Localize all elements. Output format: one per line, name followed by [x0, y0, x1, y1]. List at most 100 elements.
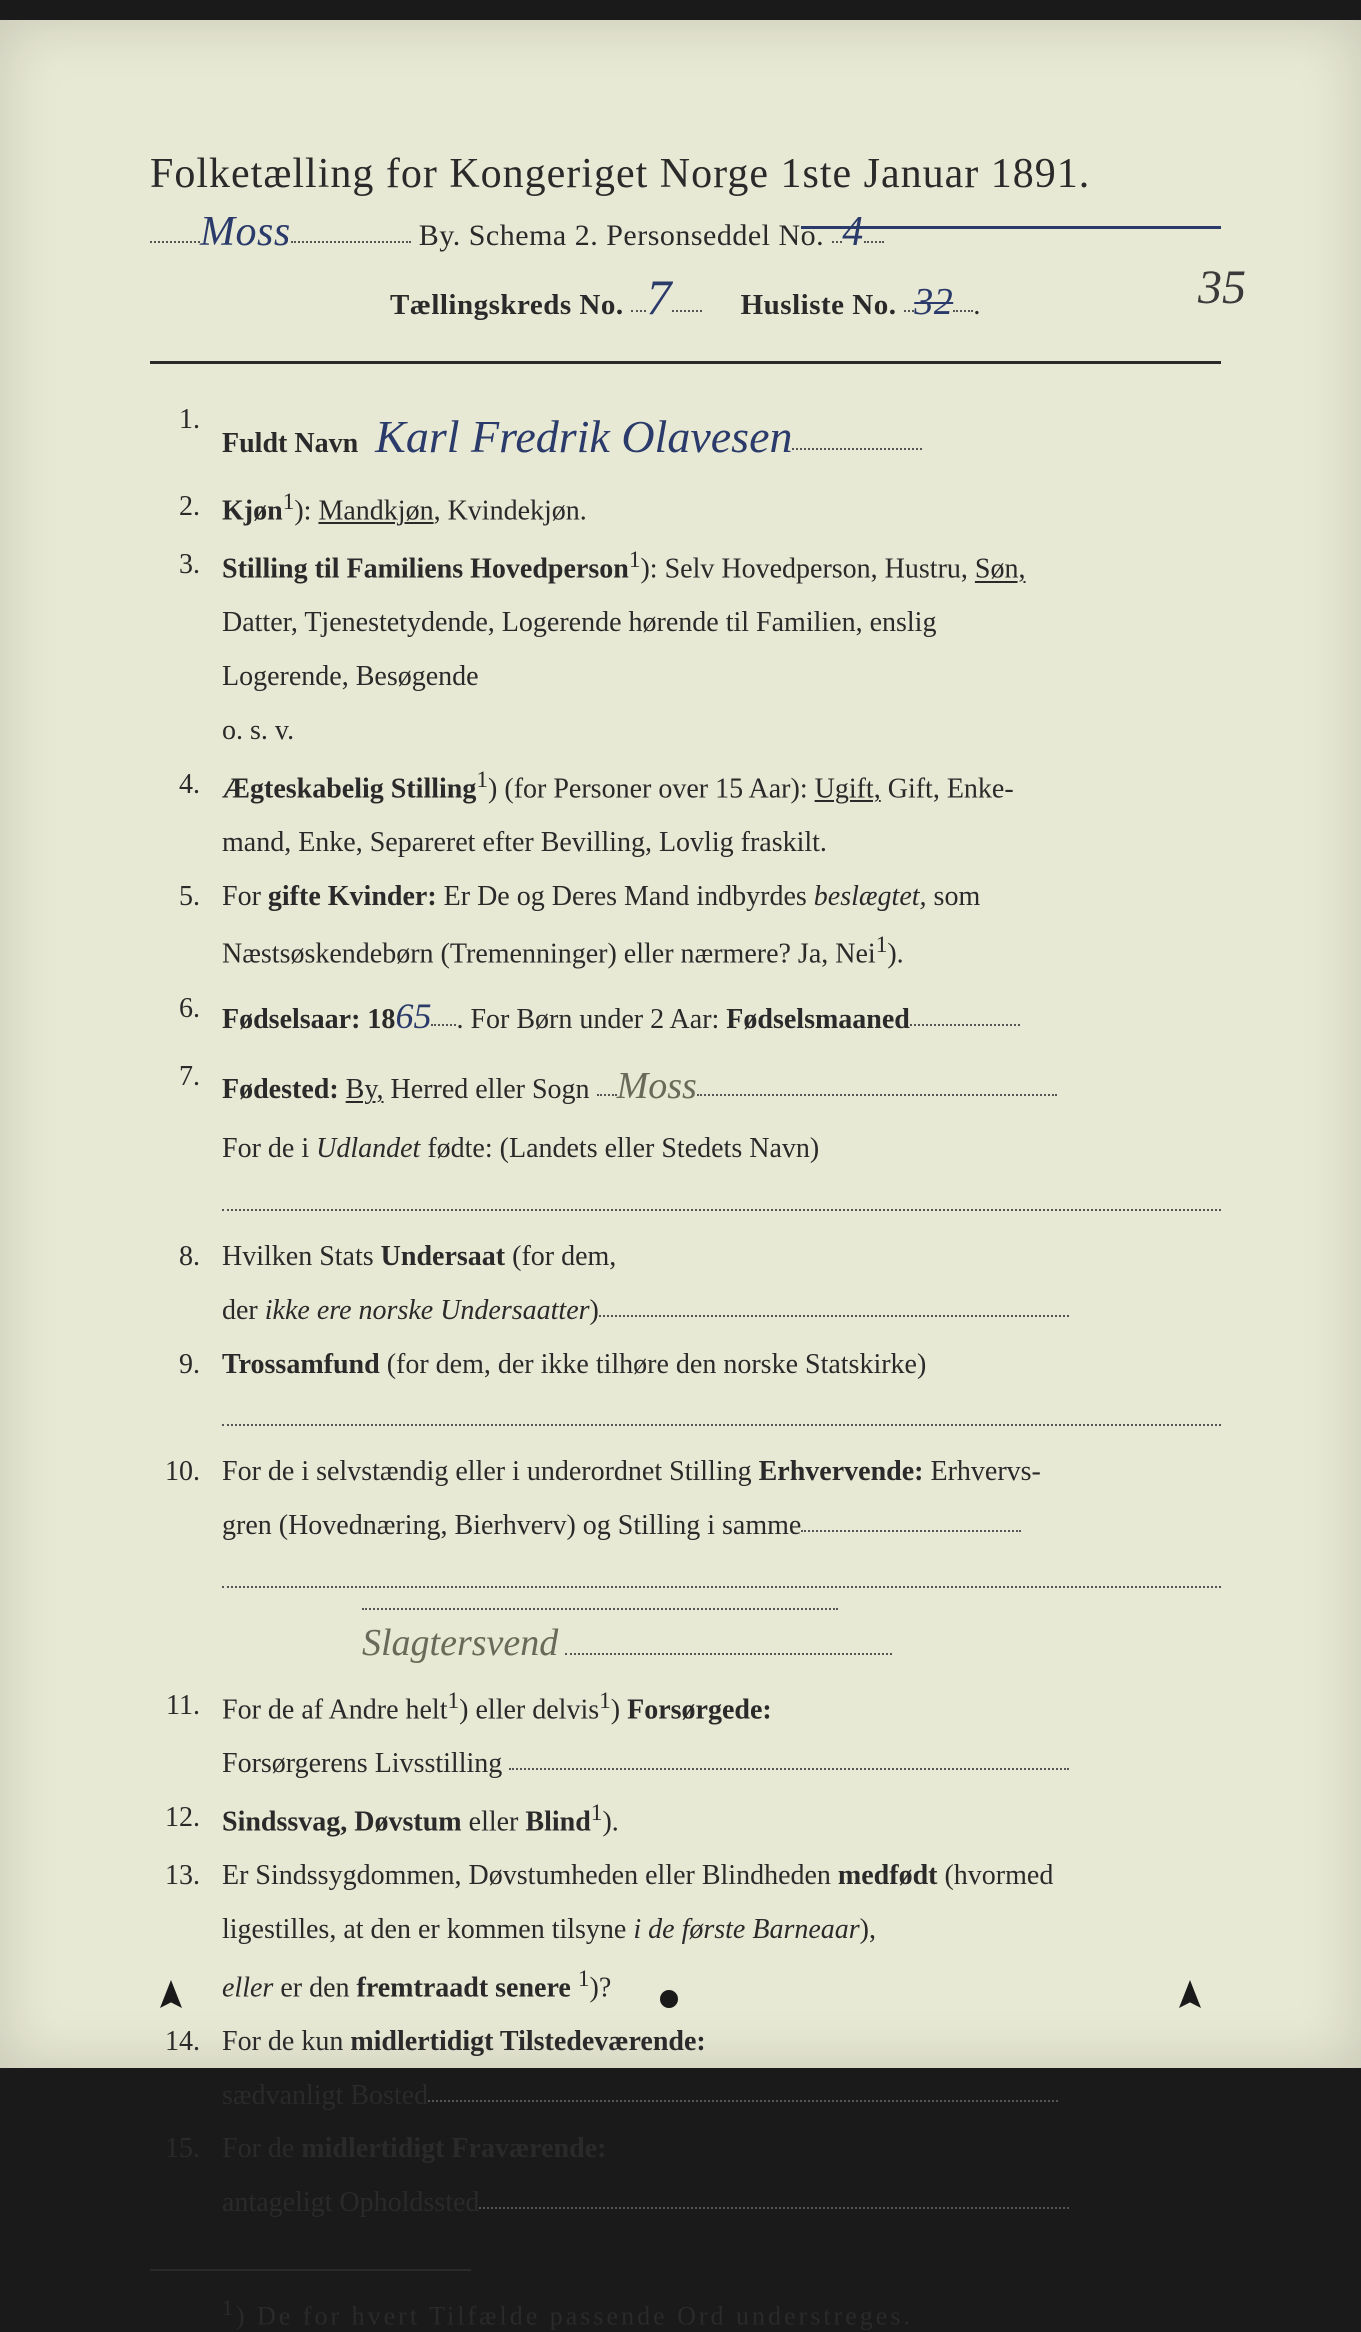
field3-opts-l2: Datter, Tjenestetydende, Logerende høren… — [222, 597, 1221, 649]
field-7: 7. Fødested: By, Herred eller Sogn Moss — [150, 1051, 1221, 1121]
f4-pre: (for Personer over 15 Aar): — [504, 773, 814, 804]
field-5-cont: Næstsøskendebørn (Tremenninger) eller næ… — [150, 924, 1221, 980]
field-3: 3. Stilling til Familiens Hovedperson1):… — [150, 539, 1221, 595]
f6-label: Fødselsaar: 18 — [222, 1004, 395, 1035]
field-number: 15. — [150, 2123, 222, 2175]
f13-l3-italic: eller — [222, 1972, 273, 2003]
field3-opts-l3: Logerende, Besøgende — [222, 651, 1221, 703]
f11-line2: Forsørgerens Livsstilling — [222, 1748, 502, 1779]
f7-label: Fødested: — [222, 1074, 339, 1105]
field-1: 1. Fuldt Navn Karl Fredrik Olavesen — [150, 394, 1221, 479]
field-number: 10. — [150, 1446, 222, 1498]
field-8: 8. Hvilken Stats Undersaat (for dem, — [150, 1231, 1221, 1283]
field-5: 5. For gifte Kvinder: Er De og Deres Man… — [150, 871, 1221, 923]
f10-t2: Erhvervs- — [923, 1456, 1040, 1487]
field-10-dotted — [150, 1554, 1221, 1606]
field3-son-underlined: Søn, — [975, 554, 1026, 585]
field-number: 13. — [150, 1850, 222, 1902]
f8-bold: Undersaat — [381, 1241, 505, 1272]
field-number: 5. — [150, 871, 222, 923]
field-15: 15. For de midlertidigt Fraværende: — [150, 2123, 1221, 2175]
form-body: 1. Fuldt Navn Karl Fredrik Olavesen 2. K… — [150, 394, 1221, 2229]
field-number: 11. — [150, 1680, 222, 1736]
field-11-cont: Forsørgerens Livsstilling — [150, 1738, 1221, 1790]
footnote-sup: 1 — [222, 2296, 236, 2320]
field-13: 13. Er Sindssygdommen, Døvstumheden elle… — [150, 1850, 1221, 1902]
field-11: 11. For de af Andre helt1) eller delvis1… — [150, 1680, 1221, 1736]
f13-t2: (hvormed — [937, 1860, 1053, 1891]
field-label: Stilling til Familiens Hovedperson — [222, 554, 629, 585]
field-4-cont: mand, Enke, Separeret efter Bevilling, L… — [150, 817, 1221, 869]
f10-t1: For de i selvstændig eller i underordnet… — [222, 1456, 759, 1487]
field-8-cont: der ikke ere norske Undersaatter) — [150, 1285, 1221, 1337]
field3-opts-l1: Selv Hovedperson, Hustru, — [665, 554, 975, 585]
field-number: 12. — [150, 1792, 222, 1848]
field-number: 6. — [150, 983, 222, 1050]
f4-post: Gift, Enke- — [881, 773, 1014, 804]
f9-text: (for dem, der ikke tilhøre den norske St… — [380, 1349, 927, 1380]
f8-l2-pre: der — [222, 1295, 265, 1326]
field-10: 10. For de i selvstændig eller i underor… — [150, 1446, 1221, 1498]
field-9: 9. Trossamfund (for dem, der ikke tilhør… — [150, 1339, 1221, 1391]
f13-t1: Er Sindssygdommen, Døvstumheden eller Bl… — [222, 1860, 838, 1891]
field-2: 2. Kjøn1): Mandkjøn, Kvindekjøn. — [150, 481, 1221, 537]
field3-opts-l4: o. s. v. — [222, 705, 1221, 757]
header-divider — [150, 361, 1221, 364]
field-7-dotted — [150, 1177, 1221, 1229]
f5-bold: gifte Kvinder: — [268, 881, 437, 912]
f5-line2: Næstsøskendebørn (Tremenninger) eller næ… — [222, 939, 876, 970]
f13-l3-end: )? — [590, 1972, 612, 2003]
birth-year: 65 — [395, 983, 431, 1050]
f13-l2-2: ), — [860, 1914, 876, 1945]
field-number: 4. — [150, 759, 222, 815]
footnote-ref: 1 — [476, 767, 488, 793]
footnote-text: 1) De for hvert Tilfælde passende Ord un… — [150, 2296, 1221, 2332]
f11-t2: ) eller delvis — [459, 1694, 599, 1725]
footnote-body: ) De for hvert Tilfælde passende Ord und… — [236, 2302, 913, 2331]
field-10-cont: gren (Hovednæring, Bierhverv) og Stillin… — [150, 1500, 1221, 1552]
f5-text: Er De og Deres Mand indbyrdes — [437, 881, 814, 912]
field-number: 7. — [150, 1051, 222, 1121]
f5-italic: beslægtet, — [814, 881, 927, 912]
header-line2-printed: By. Schema 2. Personseddel No. — [419, 219, 825, 252]
f8-l2-italic: ikke ere norske Undersaatter — [265, 1295, 590, 1326]
f8-t1: Hvilken Stats — [222, 1241, 381, 1272]
f5-text2: som — [927, 881, 981, 912]
footnote-ref: 1 — [876, 932, 888, 958]
f14-bold: midlertidigt Tilstedeværende: — [350, 2026, 705, 2057]
footnote-ref: 1 — [578, 1966, 590, 1992]
f7-l2-post: fødte: (Landets eller Stedets Navn) — [420, 1133, 819, 1164]
field-3-cont: Datter, Tjenestetydende, Logerende høren… — [150, 597, 1221, 649]
f14-line2: sædvanligt Bosted — [222, 2080, 428, 2111]
field-label: Ægteskabelig Stilling — [222, 773, 476, 804]
husliste-label: Husliste No. — [741, 289, 897, 321]
f15-bold: midlertidigt Fraværende: — [301, 2133, 606, 2164]
taellingskreds-label: Tællingskreds No. — [390, 289, 624, 321]
personseddel-no: 4 — [842, 208, 864, 256]
field-14: 14. For de kun midlertidigt Tilstedevære… — [150, 2016, 1221, 2068]
field-label: Fuldt Navn — [222, 428, 358, 459]
f15-text: For de — [222, 2133, 301, 2164]
binding-mark-icon — [660, 1990, 678, 2008]
field-13-cont: ligestilles, at den er kommen tilsyne i … — [150, 1904, 1221, 1956]
f4-line2: mand, Enke, Separeret efter Bevilling, L… — [222, 817, 1221, 869]
f13-b1: medfødt — [838, 1860, 938, 1891]
f12-bold2: Blind — [525, 1806, 590, 1837]
f10-line2: gren (Hovednæring, Bierhverv) og Stillin… — [222, 1510, 801, 1541]
f7-by: By, — [346, 1074, 384, 1105]
field-number: 2. — [150, 481, 222, 537]
margin-number: 35 — [1198, 260, 1246, 315]
city-handwritten: Moss — [200, 208, 291, 256]
field-7-cont: For de i Udlandet fødte: (Landets eller … — [150, 1123, 1221, 1175]
f12-text: eller — [462, 1806, 526, 1837]
f7-l2-italic: Udlandet — [316, 1133, 420, 1164]
field-3-cont2: Logerende, Besøgende — [150, 651, 1221, 703]
footnote-ref: 1 — [591, 1800, 603, 1826]
header-line-2: Moss By. Schema 2. Personseddel No. 4 — [150, 208, 1221, 256]
f9-bold: Trossamfund — [222, 1349, 380, 1380]
f15-line2: antageligt Opholdssted — [222, 2187, 479, 2218]
f6-text: . For Børn under 2 Aar: — [456, 1004, 726, 1035]
birthplace-value: Moss — [617, 1051, 697, 1121]
f10-b1: Erhvervende: — [759, 1456, 924, 1487]
field-15-cont: antageligt Opholdssted — [150, 2177, 1221, 2229]
